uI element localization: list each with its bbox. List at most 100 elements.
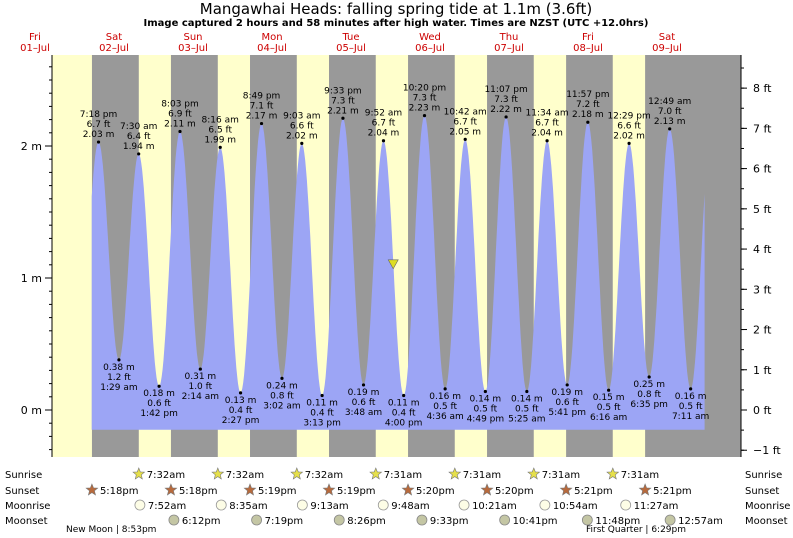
day-name-label: Fri: [582, 32, 594, 43]
low-tide-label: 0.14 m: [511, 395, 543, 405]
sunrise-icon: [290, 467, 304, 480]
high-tide-label: 8:03 pm: [161, 99, 199, 109]
sunset-time: 5:21pm: [574, 486, 613, 497]
day-date-label: 02–Jul: [99, 43, 129, 54]
high-tide-label: 2.05 m: [449, 127, 481, 137]
high-tide-label: 7:30 am: [120, 122, 157, 132]
low-tide-label: 0.16 m: [675, 392, 707, 402]
low-tide-point: [607, 388, 611, 392]
low-tide-label: 0.11 m: [306, 398, 338, 408]
low-tide-point: [198, 367, 202, 371]
low-tide-label: 5:25 am: [508, 415, 545, 425]
low-tide-label: 4:49 pm: [467, 415, 505, 425]
low-tide-label: 0.4 ft: [310, 408, 334, 418]
left-tick-label: 1 m: [21, 272, 42, 285]
moonset-time: 7:19pm: [265, 516, 304, 527]
low-tide-label: 1.0 ft: [188, 382, 212, 392]
chart-title: Mangawhai Heads: falling spring tide at …: [200, 0, 592, 18]
high-tide-label: 6.9 ft: [168, 109, 192, 119]
moonrise-time: 10:54am: [553, 501, 598, 512]
moonrise-time: 9:48am: [391, 501, 429, 512]
right-tick-label: 0 ft: [753, 404, 772, 417]
moonrise-icon: [215, 499, 227, 511]
high-tide-label: 2.02 m: [286, 131, 318, 141]
low-tide-point: [525, 389, 529, 394]
low-tide-point: [238, 391, 243, 395]
high-tide-label: 7.3 ft: [494, 95, 518, 105]
moonrise-time: 8:35am: [229, 501, 267, 512]
high-tide-point: [586, 120, 590, 124]
low-tide-label: 0.8 ft: [270, 391, 294, 401]
row-label-right: Sunrise: [745, 470, 782, 481]
moonrise-time: 9:13am: [310, 501, 348, 512]
low-tide-label: 0.18 m: [143, 389, 175, 399]
sunrise-time: 7:31am: [463, 470, 501, 481]
low-tide-label: 0.16 m: [429, 392, 461, 402]
row-label-right: Sunset: [745, 486, 779, 497]
sunset-icon: [638, 483, 652, 496]
moonset-time: 8:26pm: [347, 516, 386, 527]
low-tide-point: [483, 389, 487, 394]
low-tide-label: 4:00 pm: [385, 418, 423, 428]
low-tide-label: 0.14 m: [470, 395, 502, 405]
tide-extremes: 7:18 pm6.7 ft2.03 m0.38 m1.2 ft1:29 am7:…: [80, 84, 710, 429]
right-tick-label: 4 ft: [753, 243, 772, 256]
sunrise-time: 7:32am: [147, 470, 185, 481]
low-tide-point: [280, 376, 284, 380]
high-tide-label: 8:16 am: [202, 115, 239, 125]
moonset-icon: [333, 514, 345, 526]
high-tide-point: [341, 116, 345, 120]
right-tick-label: 6 ft: [753, 163, 772, 176]
moonset-time: 12:57am: [678, 516, 723, 527]
day-name-label: Mon: [261, 32, 282, 43]
high-tide-label: 9:33 pm: [324, 86, 362, 96]
moonset-time: 6:12pm: [182, 516, 221, 527]
high-tide-label: 2.23 m: [409, 104, 441, 114]
chart-subtitle: Image captured 2 hours and 58 minutes af…: [144, 18, 649, 29]
moonset-icon: [499, 514, 511, 526]
sunset-time: 5:19pm: [337, 486, 376, 497]
low-tide-point: [320, 393, 324, 398]
moonrise-time: 11:27am: [634, 501, 679, 512]
high-tide-label: 12:49 am: [648, 97, 691, 107]
sunset-time: 5:18pm: [179, 486, 218, 497]
high-tide-label: 8:49 pm: [243, 92, 281, 102]
high-tide-label: 7:18 pm: [80, 110, 118, 120]
sunrise-icon: [448, 467, 462, 480]
low-tide-label: 0.19 m: [348, 388, 380, 398]
sunrise-icon: [132, 467, 146, 480]
right-tick-label: 8 ft: [753, 82, 772, 95]
high-tide-point: [218, 145, 222, 149]
high-tide-label: 2.17 m: [246, 112, 278, 122]
day-name-label: Sun: [183, 32, 202, 43]
low-tide-label: 5:41 pm: [548, 408, 586, 418]
low-tide-point: [443, 387, 447, 391]
moonset-icon: [416, 514, 428, 526]
high-tide-label: 6.4 ft: [127, 132, 151, 142]
low-tide-label: 6:16 am: [590, 413, 627, 423]
high-tide-label: 7.0 ft: [658, 107, 682, 117]
day-name-label: Sat: [106, 32, 122, 43]
sunset-icon: [164, 483, 178, 496]
low-tide-label: 0.15 m: [593, 393, 625, 403]
high-tide-point: [504, 115, 508, 119]
day-date-label: 05–Jul: [336, 43, 366, 54]
low-tide-label: 0.25 m: [633, 380, 665, 390]
right-tick-label: 7 ft: [753, 122, 772, 135]
high-tide-label: 1.94 m: [123, 142, 155, 152]
high-tide-label: 2.18 m: [572, 110, 604, 120]
low-tide-point: [157, 384, 161, 388]
sunset-icon: [559, 483, 573, 496]
high-tide-label: 2.11 m: [164, 119, 196, 129]
moonrise-icon: [134, 499, 146, 511]
low-tide-label: 0.19 m: [551, 388, 583, 398]
high-tide-label: 2.22 m: [490, 105, 522, 115]
sunset-icon: [401, 483, 415, 496]
moonrise-icon: [377, 499, 389, 511]
sun-moon-table: Sunrise Sunrise Sunset Sunset Moonrise Moonri…: [5, 467, 790, 535]
row-label-right: Moonrise: [745, 501, 790, 512]
right-tick-label: 1 ft: [753, 364, 772, 377]
low-tide-label: 0.5 ft: [679, 402, 703, 412]
sunset-time: 5:18pm: [100, 486, 139, 497]
